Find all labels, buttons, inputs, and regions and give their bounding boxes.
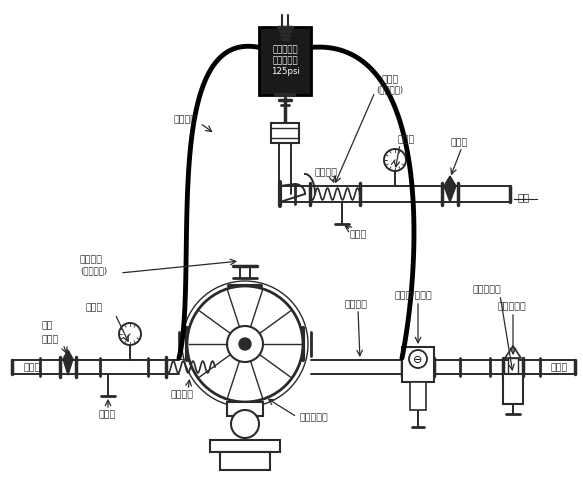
Text: 排水口: 排水口 — [99, 409, 115, 419]
Text: 软管连接: 软管连接 — [315, 168, 338, 177]
Bar — [402, 347, 434, 382]
Text: (式样可选): (式样可选) — [377, 85, 403, 94]
Text: 软管连接: 软管连接 — [345, 300, 367, 309]
Text: 压力表: 压力表 — [398, 135, 415, 144]
Text: 截流阀: 截流阀 — [451, 138, 468, 147]
Circle shape — [227, 326, 263, 362]
Text: 截流阀: 截流阀 — [42, 335, 59, 344]
Circle shape — [231, 410, 259, 438]
Circle shape — [384, 150, 406, 172]
Text: 进气口: 进气口 — [551, 363, 568, 372]
Text: 阻尼器、压
力不可超过
125psi: 阻尼器、压 力不可超过 125psi — [271, 46, 300, 75]
Text: 管接头: 管接头 — [381, 75, 399, 84]
Bar — [220, 452, 270, 470]
Bar — [227, 402, 263, 416]
Bar — [508, 358, 518, 376]
Circle shape — [187, 286, 303, 402]
FancyBboxPatch shape — [259, 28, 311, 96]
Text: 吸入口: 吸入口 — [24, 363, 41, 372]
Bar — [271, 124, 299, 143]
Text: ⊖: ⊖ — [413, 354, 423, 364]
Text: 排气: 排气 — [42, 321, 54, 330]
Text: 管道连接: 管道连接 — [80, 255, 103, 264]
Circle shape — [409, 350, 427, 368]
Polygon shape — [63, 350, 73, 375]
Text: 进气管路: 进气管路 — [174, 115, 196, 124]
Circle shape — [119, 324, 141, 346]
Polygon shape — [444, 177, 456, 203]
Text: 空气截流阀: 空气截流阀 — [498, 302, 526, 311]
Text: (式样可选): (式样可选) — [80, 266, 107, 275]
Text: 排放: 排放 — [517, 192, 529, 202]
Bar — [410, 382, 426, 410]
Bar — [210, 440, 280, 452]
Polygon shape — [505, 346, 521, 358]
Bar — [503, 374, 523, 404]
Text: 空气干燥机: 空气干燥机 — [473, 285, 501, 294]
Circle shape — [239, 338, 251, 350]
Text: 排水口: 排水口 — [349, 230, 367, 239]
Text: 软管连接: 软管连接 — [170, 390, 194, 399]
Text: 压力表: 压力表 — [86, 303, 103, 312]
Text: 气动隔膜泵: 气动隔膜泵 — [300, 413, 329, 422]
Text: 过滤器/稳压器: 过滤器/稳压器 — [395, 290, 433, 299]
